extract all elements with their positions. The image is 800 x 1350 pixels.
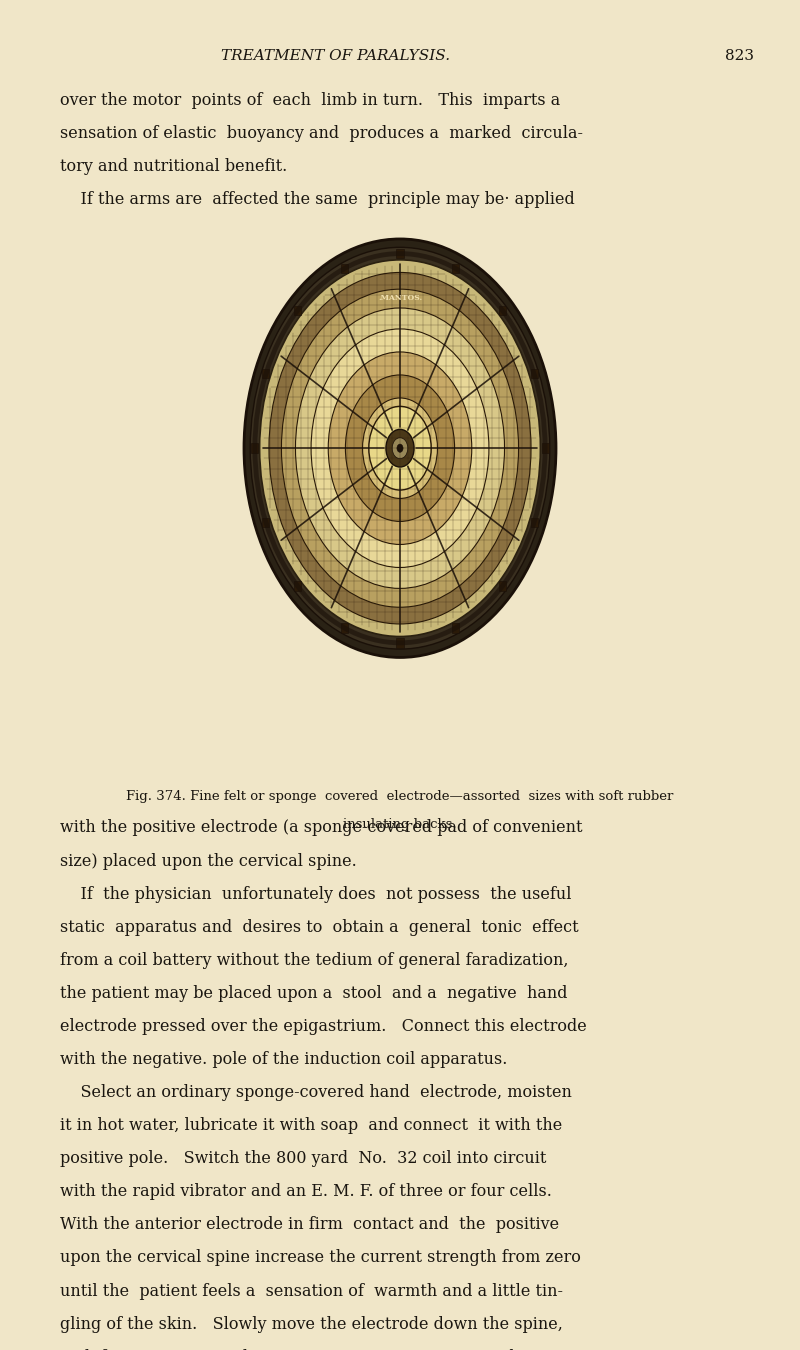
Bar: [341, 263, 348, 273]
Bar: [499, 306, 506, 316]
Ellipse shape: [250, 247, 550, 649]
Text: sensation of elastic  buoyancy and  produces a  marked  circula-: sensation of elastic buoyancy and produc…: [60, 124, 583, 142]
Bar: [262, 518, 270, 528]
Text: 823: 823: [726, 49, 754, 62]
Text: from a coil battery without the tedium of general faradization,: from a coil battery without the tedium o…: [60, 952, 569, 969]
Text: upon the cervical spine increase the current strength from zero: upon the cervical spine increase the cur…: [60, 1250, 581, 1266]
Text: Fig. 374. Fine felt or sponge  covered  electrode—assorted  sizes with soft rubb: Fig. 374. Fine felt or sponge covered el…: [126, 790, 674, 803]
Ellipse shape: [328, 352, 472, 544]
Ellipse shape: [346, 375, 454, 521]
Text: If the arms are  affected the same  principle may be· applied: If the arms are affected the same princi…: [60, 190, 574, 208]
Ellipse shape: [397, 444, 403, 452]
Text: gling of the skin.   Slowly move the electrode down the spine,: gling of the skin. Slowly move the elect…: [60, 1315, 563, 1332]
Text: static  apparatus and  desires to  obtain a  general  tonic  effect: static apparatus and desires to obtain a…: [60, 919, 578, 936]
Ellipse shape: [369, 406, 431, 490]
Bar: [530, 518, 538, 528]
Ellipse shape: [386, 429, 414, 467]
Text: positive pole.   Switch the 800 yard  No.  32 coil into circuit: positive pole. Switch the 800 yard No. 3…: [60, 1150, 546, 1168]
Text: over the motor  points of  each  limb in turn.   This  imparts a: over the motor points of each limb in tu…: [60, 92, 560, 109]
Text: tory and nutritional benefit.: tory and nutritional benefit.: [60, 158, 287, 176]
Bar: [542, 444, 549, 452]
Ellipse shape: [311, 329, 489, 567]
Bar: [397, 248, 403, 258]
Bar: [251, 444, 258, 452]
Bar: [499, 580, 506, 590]
Ellipse shape: [282, 289, 518, 608]
Ellipse shape: [295, 308, 505, 589]
Text: With the anterior electrode in firm  contact and  the  positive: With the anterior electrode in firm cont…: [60, 1216, 559, 1234]
Text: with the rapid vibrator and an E. M. F. of three or four cells.: with the rapid vibrator and an E. M. F. …: [60, 1183, 552, 1200]
Text: Select an ordinary sponge-covered hand  electrode, moisten: Select an ordinary sponge-covered hand e…: [60, 1084, 572, 1102]
Ellipse shape: [269, 273, 531, 624]
Text: If  the physician  unfortunately does  not possess  the useful: If the physician unfortunately does not …: [60, 886, 571, 903]
Text: TREATMENT OF PARALYSIS.: TREATMENT OF PARALYSIS.: [222, 49, 450, 62]
Ellipse shape: [375, 414, 425, 482]
Ellipse shape: [259, 259, 541, 637]
Bar: [452, 624, 459, 633]
Text: size) placed upon the cervical spine.: size) placed upon the cervical spine.: [60, 853, 357, 869]
Text: .MANTOS.: .MANTOS.: [378, 293, 422, 301]
Bar: [397, 639, 403, 648]
Bar: [294, 580, 301, 590]
Text: until the  patient feels a  sensation of  warmth and a little tin-: until the patient feels a sensation of w…: [60, 1282, 563, 1300]
Text: with the negative. pole of the induction coil apparatus.: with the negative. pole of the induction…: [60, 1052, 507, 1068]
Bar: [341, 624, 348, 633]
Text: it in hot water, lubricate it with soap  and connect  it with the: it in hot water, lubricate it with soap …: [60, 1118, 562, 1134]
Text: insulating backs.: insulating backs.: [343, 818, 457, 830]
Bar: [262, 369, 270, 378]
Text: and if sensation entirely ceases at any point  increase the cur-: and if sensation entirely ceases at any …: [60, 1349, 567, 1350]
Ellipse shape: [362, 398, 438, 498]
Bar: [530, 369, 538, 378]
Ellipse shape: [244, 239, 556, 657]
Ellipse shape: [392, 437, 408, 459]
Text: with the positive electrode (a sponge-covered pad of convenient: with the positive electrode (a sponge-co…: [60, 819, 582, 837]
Bar: [452, 263, 459, 273]
Text: electrode pressed over the epigastrium.   Connect this electrode: electrode pressed over the epigastrium. …: [60, 1018, 586, 1035]
Text: the patient may be placed upon a  stool  and a  negative  hand: the patient may be placed upon a stool a…: [60, 986, 567, 1002]
Bar: [294, 306, 301, 316]
